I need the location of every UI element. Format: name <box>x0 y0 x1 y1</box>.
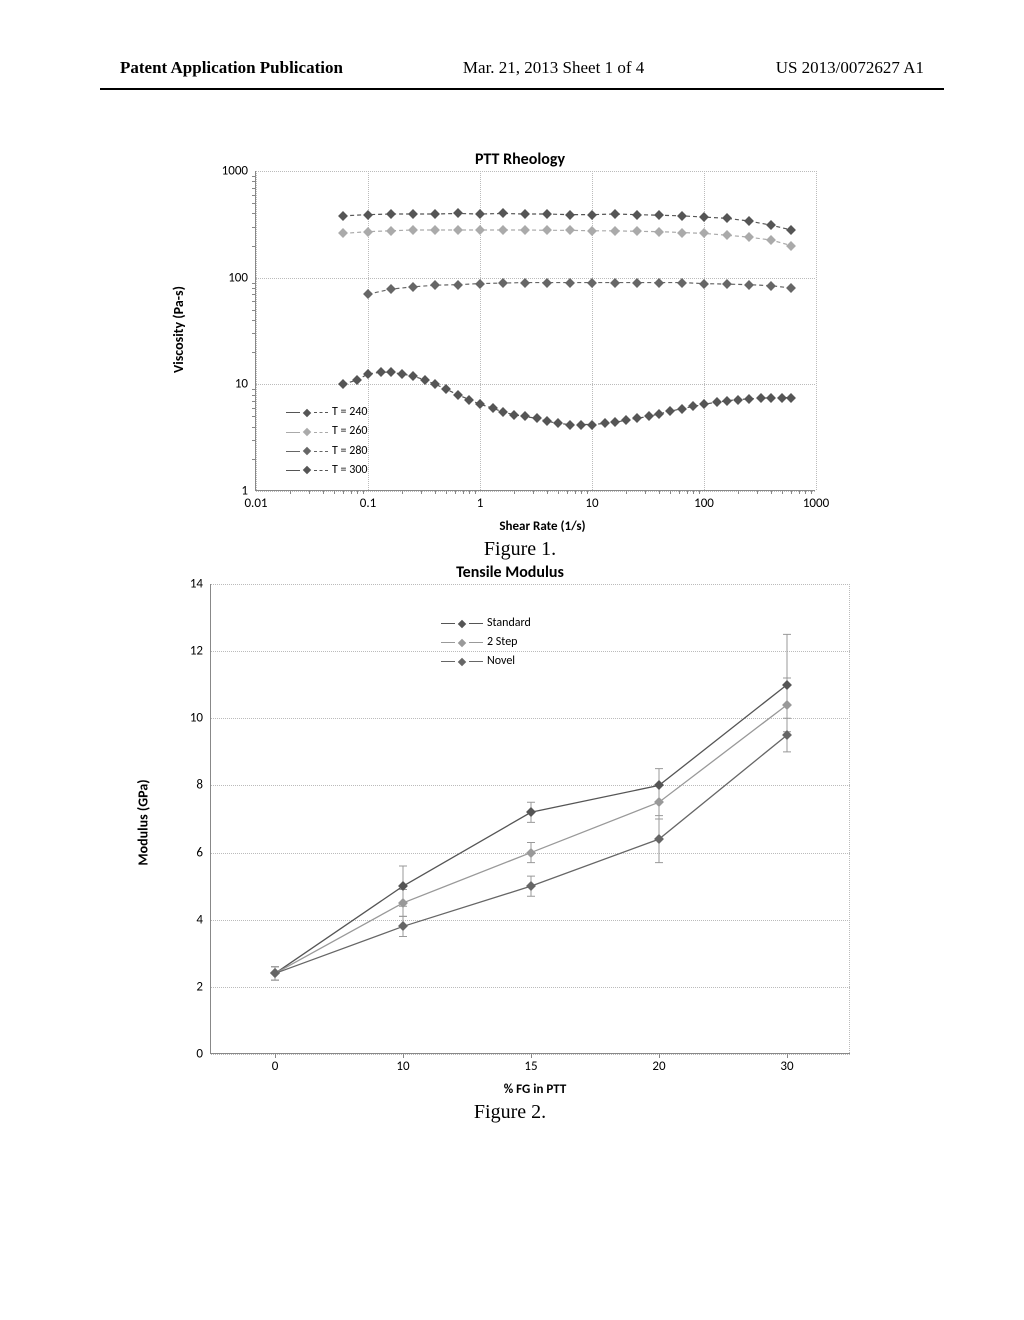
legend-label: T = 300 <box>332 461 368 480</box>
legend-label: Novel <box>487 652 515 671</box>
header-publication: Patent Application Publication <box>120 58 343 88</box>
y-tick-label: 10 <box>190 711 203 726</box>
x-tick-label: 30 <box>780 1059 793 1074</box>
legend-item: 2 Step <box>441 633 531 652</box>
figure-1-plot-area: 11010010000.010.11101001000T = 240T = 26… <box>255 171 815 491</box>
legend-label: Standard <box>487 614 531 633</box>
legend-item: T = 300 <box>286 461 368 480</box>
x-tick-label: 1000 <box>803 496 829 511</box>
gridline-horizontal <box>256 491 815 492</box>
x-tick-label: 0.1 <box>360 496 376 511</box>
y-tick-label: 0 <box>196 1047 203 1062</box>
figure-2-caption: Figure 2. <box>160 1101 860 1124</box>
figure-1-ptt-rheology: PTT Rheology Viscosity (Pa-s) 1101001000… <box>210 150 830 561</box>
y-tick-label: 8 <box>196 778 203 793</box>
figures-container: PTT Rheology Viscosity (Pa-s) 1101001000… <box>130 150 900 1124</box>
legend-item: Novel <box>441 652 531 671</box>
y-tick-label: 4 <box>196 912 203 927</box>
figure-2-plot-area: 02468101214010152030Standard2 StepNovel <box>210 584 850 1054</box>
y-tick-label: 14 <box>190 577 203 592</box>
figure-1-y-axis-label: Viscosity (Pa-s) <box>170 286 187 373</box>
x-tick-label: 20 <box>652 1059 665 1074</box>
header-rule <box>100 88 944 90</box>
x-tick-label: 0 <box>272 1059 279 1074</box>
x-tick-label: 10 <box>396 1059 409 1074</box>
x-tick-label: 0.01 <box>244 496 267 511</box>
header-pub-number: US 2013/0072627 A1 <box>776 58 924 88</box>
legend-label: T = 280 <box>332 442 368 461</box>
legend-label: T = 240 <box>332 403 368 422</box>
figure-2-legend: Standard2 StepNovel <box>441 614 531 672</box>
figure-1-caption: Figure 1. <box>210 538 830 561</box>
x-tick-label: 100 <box>694 496 714 511</box>
legend-item: Standard <box>441 614 531 633</box>
x-tick-label: 10 <box>585 496 598 511</box>
page-header: Patent Application Publication Mar. 21, … <box>0 58 1024 88</box>
x-tick-label: 1 <box>477 496 484 511</box>
legend-item: T = 260 <box>286 422 368 441</box>
legend-label: T = 260 <box>332 422 368 441</box>
figure-2-x-axis-label: % FG in PTT <box>210 1082 860 1097</box>
y-tick-label: 2 <box>196 979 203 994</box>
y-tick-label: 12 <box>190 644 203 659</box>
y-tick-label: 10 <box>235 377 248 392</box>
legend-item: T = 280 <box>286 442 368 461</box>
figure-2-lines <box>211 584 851 1054</box>
figure-1-title: PTT Rheology <box>210 150 830 169</box>
figure-1-legend: T = 240T = 260T = 280T = 300 <box>286 403 368 480</box>
y-tick-label: 100 <box>228 270 248 285</box>
y-tick-label: 1000 <box>222 164 248 179</box>
figure-2-title: Tensile Modulus <box>160 563 860 582</box>
figure-1-x-axis-label: Shear Rate (1/s) <box>255 519 830 534</box>
header-date-sheet: Mar. 21, 2013 Sheet 1 of 4 <box>463 58 644 88</box>
y-tick-label: 6 <box>196 845 203 860</box>
x-tick-label: 15 <box>524 1059 537 1074</box>
figure-2-tensile-modulus: Tensile Modulus Modulus (GPa) 0246810121… <box>160 563 860 1124</box>
gridline-vertical <box>816 171 817 490</box>
legend-label: 2 Step <box>487 633 517 652</box>
figure-2-y-axis-label: Modulus (GPa) <box>135 779 152 865</box>
legend-item: T = 240 <box>286 403 368 422</box>
